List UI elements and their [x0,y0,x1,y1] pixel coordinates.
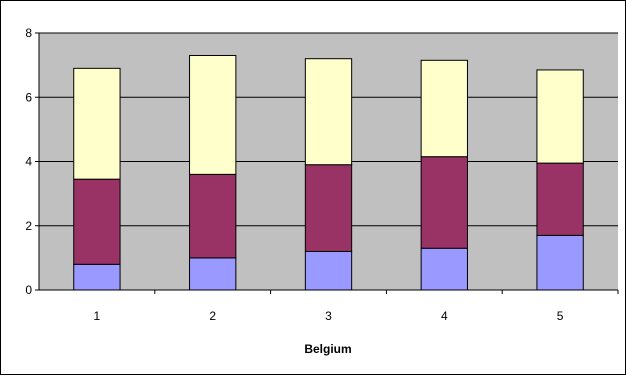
y-tick-label: 8 [25,26,32,40]
bar-segment-series-2-category-5 [536,162,584,236]
y-tick-label: 4 [25,155,32,169]
axes [35,32,619,294]
bar-segment-series-1-category-1 [73,263,121,291]
x-tick-label: 2 [209,309,216,323]
x-tick-label: 4 [441,309,448,323]
y-tick-label: 6 [25,90,32,104]
bar-segment-series-2-category-4 [420,156,468,249]
y-tick-label: 0 [25,283,32,297]
bar-segment-series-1-category-5 [536,234,584,291]
bar-segment-series-1-category-4 [420,247,468,291]
bar-segment-series-3-category-1 [73,67,121,180]
x-tick-labels: 1 2 3 4 5 [94,309,564,323]
bar-segment-series-3-category-5 [536,69,584,164]
x-tick-label: 3 [325,309,332,323]
bar-segment-series-2-category-2 [189,173,237,259]
bar-segment-series-3-category-4 [420,59,468,158]
bar-segment-series-1-category-3 [304,250,353,291]
bar-segment-series-2-category-3 [304,164,353,252]
bars [73,54,584,291]
bar-segment-series-3-category-2 [189,54,237,175]
y-tick-labels: 0 2 4 6 8 [25,26,32,297]
bar-segment-series-3-category-3 [304,58,353,166]
bar-segment-series-2-category-1 [73,178,121,265]
x-tick-label: 1 [94,309,101,323]
x-tick-label: 5 [557,309,564,323]
y-tick-label: 2 [25,219,32,233]
x-axis-title: Belgium [304,342,351,356]
bar-segment-series-1-category-2 [189,257,237,291]
